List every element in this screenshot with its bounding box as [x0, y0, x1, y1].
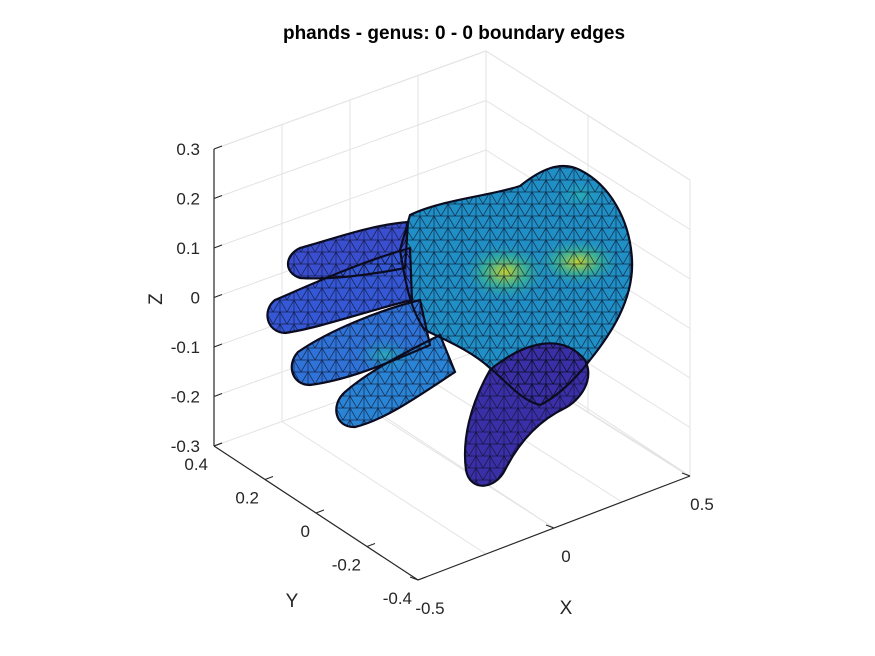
- y-tick-mark: [417, 576, 427, 581]
- z-tick-label: -0.3: [171, 437, 200, 456]
- y-tick-label: 0.4: [184, 455, 208, 474]
- z-tick-mark: [213, 294, 223, 298]
- z-axis-label: Z: [146, 293, 167, 305]
- z-tick-mark: [213, 343, 223, 348]
- frame-top-left: [213, 50, 487, 150]
- x-axis-label: X: [560, 598, 573, 619]
- thumb-surface-mesh: [463, 342, 590, 487]
- z-tick-label: 0.3: [176, 140, 200, 159]
- y-tick-mark: [213, 442, 223, 447]
- tick-labels: 0.3 0.2 0.1 0 -0.1 -0.2 -0.30.4 0.2 0 -0.2 -0.4-0.…: [171, 140, 714, 618]
- x-tick-label: 0.5: [690, 495, 714, 514]
- frame-top-right: [485, 50, 691, 181]
- y-tick-label: 0.2: [235, 489, 259, 508]
- x-tick-mark: [409, 576, 419, 581]
- y-tick-label: -0.4: [383, 589, 412, 608]
- y-tick-label: -0.2: [332, 556, 361, 575]
- x-tick-label: -0.5: [415, 599, 444, 618]
- x-tick-label: 0: [561, 547, 570, 566]
- z-tick-mark: [213, 145, 223, 150]
- z-tick-label: -0.1: [171, 338, 200, 357]
- middle-finger-surface-mesh: [266, 246, 414, 335]
- pinky-finger-surface-mesh: [335, 333, 457, 429]
- y-axis-label: Y: [286, 591, 299, 612]
- y-tick-mark: [366, 543, 376, 547]
- z-tick-label: 0: [191, 289, 200, 308]
- z-tick-label: 0.2: [176, 190, 200, 209]
- grid-line-floor-y: [281, 421, 487, 555]
- chart-title: phands - genus: 0 - 0 boundary edges: [283, 23, 625, 44]
- x-tick-mark: [681, 472, 691, 477]
- z-tick-label: 0.1: [176, 239, 200, 258]
- z-tick-mark: [213, 195, 223, 199]
- z-tick-mark: [213, 244, 223, 249]
- z-tick-mark: [213, 393, 223, 397]
- y-tick-mark: [315, 509, 325, 514]
- y-tick-label: 0: [301, 522, 310, 541]
- hand-mesh-surface: [266, 165, 634, 487]
- x-tick-mark: [545, 524, 555, 529]
- y-tick-mark: [264, 476, 274, 480]
- z-tick-label: -0.2: [171, 388, 200, 407]
